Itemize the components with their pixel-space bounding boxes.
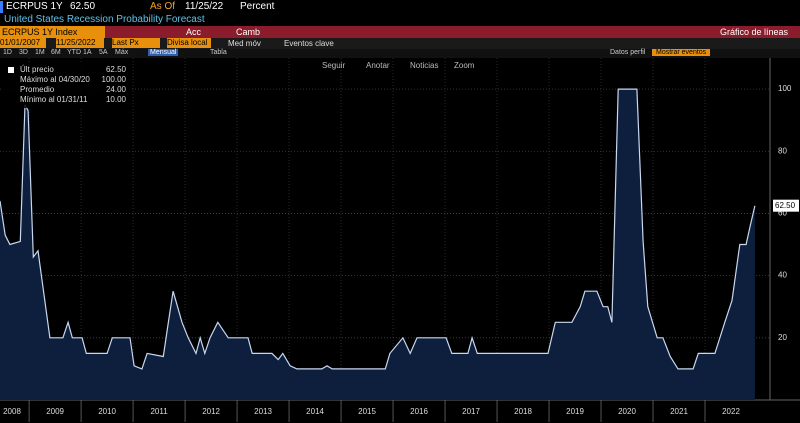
stat-label: Últ precio (20, 65, 54, 74)
x-tick-label: 2020 (618, 407, 636, 416)
x-tick-label: 2012 (202, 407, 220, 416)
chart-tool: Zoom (454, 61, 475, 70)
x-tick-label: 2008 (3, 407, 21, 416)
red-bar: ECRPUS 1Y Index Acc Camb Gráfico de líne… (0, 26, 800, 38)
x-tick-label: 2016 (410, 407, 428, 416)
x-tick-label: 2010 (98, 407, 116, 416)
y-tick-label: 40 (778, 271, 787, 280)
currency[interactable]: Divisa local (167, 38, 211, 48)
area (0, 89, 755, 400)
chart-tool: Seguir (322, 61, 345, 70)
security: ECRPUS 1Y Index (2, 27, 78, 37)
moving-average[interactable]: Med móv (228, 39, 261, 48)
period-bar: Mensual Tabla Datos perfil Mostrar event… (0, 49, 800, 58)
y-tick-label: 80 (778, 146, 787, 155)
stat-value: 10.00 (106, 95, 127, 104)
period-button[interactable]: 1A (83, 49, 92, 56)
period-button[interactable]: 5A (99, 49, 108, 56)
x-tick-label: 2017 (462, 407, 480, 416)
y-tick-label: 20 (778, 333, 787, 342)
units: Percent (240, 1, 275, 12)
period-button[interactable]: 1M (35, 49, 45, 56)
header-bar: ECRPUS 1Y 62.50 As Of 11/25/22 Percent (0, 0, 800, 14)
period-button[interactable]: 3D (19, 49, 28, 56)
x-tick-label: 2009 (46, 407, 64, 416)
table-button[interactable]: Tabla (210, 49, 227, 56)
y-tick-label: 60 (778, 209, 787, 218)
last-price: 62.50 (70, 1, 96, 12)
x-tick-label: 2014 (306, 407, 324, 416)
last-value-label: 62.50 (775, 201, 796, 210)
marker (0, 1, 3, 13)
x-tick-label: 2011 (150, 407, 168, 416)
x-tick-label: 2021 (670, 407, 688, 416)
period-button[interactable]: YTD (67, 49, 81, 56)
as-of-label: As Of (150, 1, 176, 12)
period-button[interactable]: 6M (51, 49, 61, 56)
actions[interactable]: Acc (186, 27, 202, 37)
chart: 20 40 60 80 100 2008 2009 2010 2011 2012 2013 2014 2… (0, 58, 800, 422)
key-events[interactable]: Eventos clave (284, 39, 334, 48)
period-button[interactable]: Máx (115, 49, 129, 56)
show-events[interactable]: Mostrar eventos (652, 49, 711, 56)
x-tick-label: 2015 (358, 407, 376, 416)
start-date[interactable]: 01/01/2007 (0, 38, 46, 48)
x-tick-label: 2013 (254, 407, 272, 416)
end-date[interactable]: 11/25/2022 (56, 38, 104, 48)
x-tick-label: 2022 (722, 407, 740, 416)
field[interactable]: Last Px (112, 38, 160, 48)
line (0, 88, 756, 370)
chart-type[interactable]: Gráfico de líneas (720, 27, 789, 37)
x-tick-label: 2018 (514, 407, 532, 416)
stat-value: 24.00 (106, 85, 127, 94)
ticker: ECRPUS 1Y (6, 1, 63, 12)
chart-tool: Anotar (366, 61, 390, 70)
as-of-date: 11/25/22 (185, 1, 224, 12)
chart-tool: Noticias (410, 61, 438, 70)
toolbar: 01/01/2007 11/25/2022 Last Px Divisa loc… (0, 38, 800, 49)
legend-box (2, 62, 130, 108)
stat-label: Máximo al 04/30/20 (20, 75, 90, 84)
description-bar: United States Recession Probability Fore… (0, 14, 800, 26)
last-value-box (773, 199, 799, 212)
y-tick-label: 100 (778, 84, 792, 93)
legend-swatch (8, 67, 14, 73)
period-button[interactable]: 1D (3, 49, 12, 56)
description: United States Recession Probability Fore… (4, 14, 205, 25)
stat-value: 100.00 (102, 75, 127, 84)
stat-value: 62.50 (106, 65, 127, 74)
stat-label: Mínimo al 01/31/11 (20, 95, 88, 104)
stat-label: Promedio (20, 85, 55, 94)
x-tick-label: 2019 (566, 407, 584, 416)
security-box (0, 26, 105, 38)
profile[interactable]: Datos perfil (610, 49, 646, 56)
change[interactable]: Camb (236, 27, 261, 37)
frequency[interactable]: Mensual (148, 49, 179, 56)
